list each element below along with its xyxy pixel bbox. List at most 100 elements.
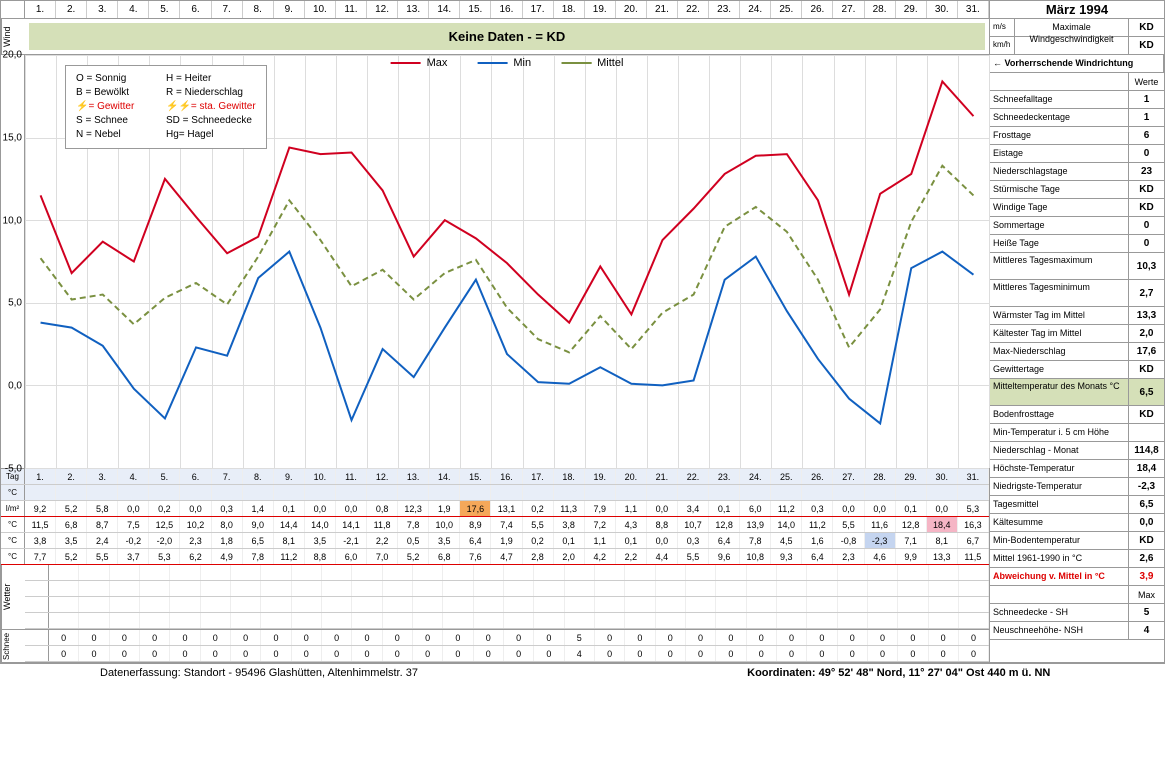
day-header-cell: 19.: [585, 1, 616, 18]
data-cell: 4,2: [585, 549, 616, 564]
data-cell: 7,5: [118, 517, 149, 532]
data-cell: 13,9: [740, 517, 771, 532]
data-cell: 6,4: [802, 549, 833, 564]
footer-right: Koordinaten: 49° 52' 48" Nord, 11° 27' 0…: [633, 664, 1165, 681]
data-cell: 1,1: [585, 533, 616, 548]
sidebar: März 1994 m/s Maximale Windgeschwindigke…: [990, 0, 1165, 663]
data-cell: 8,8: [305, 549, 336, 564]
chart-plot: Max Min Mittel O = SonnigH = HeiterB = B…: [25, 55, 989, 468]
data-cell: 10,0: [429, 517, 460, 532]
data-cell: [429, 485, 460, 500]
data-cell: 1,6: [802, 533, 833, 548]
data-cell: 9,0: [243, 517, 274, 532]
day-header-cell: 6.: [180, 1, 211, 18]
data-cell: 0,3: [802, 501, 833, 516]
data-cell: 28.: [865, 469, 896, 484]
data-cell: 11.: [336, 469, 367, 484]
stat-row: Kältester Tag im Mittel2,0: [990, 325, 1164, 343]
data-cell: [740, 485, 771, 500]
data-cell: 17,6: [460, 501, 491, 516]
data-cell: 14,0: [771, 517, 802, 532]
data-cell: 22.: [678, 469, 709, 484]
data-cell: 8,8: [647, 517, 678, 532]
data-cell: 14,4: [274, 517, 305, 532]
data-cell: -2,0: [149, 533, 180, 548]
data-cell: 3,4: [678, 501, 709, 516]
stat-row: Schneefalltage1: [990, 91, 1164, 109]
day-header-cell: 25.: [771, 1, 802, 18]
wetter-label: Wetter: [1, 565, 25, 629]
day-header-cell: 1.: [25, 1, 56, 18]
data-cell: [491, 485, 522, 500]
data-cell: [523, 485, 554, 500]
data-cell: 8,1: [927, 533, 958, 548]
stat-row: GewittertageKD: [990, 361, 1164, 379]
data-cell: 23.: [709, 469, 740, 484]
data-cell: 6,7: [958, 533, 989, 548]
data-cell: 14.: [429, 469, 460, 484]
data-cell: 10,2: [180, 517, 211, 532]
data-cell: 7,7: [25, 549, 56, 564]
data-cell: [865, 485, 896, 500]
data-cell: [771, 485, 802, 500]
data-cell: [305, 485, 336, 500]
data-cell: -2,3: [865, 533, 896, 548]
data-cell: [927, 485, 958, 500]
day-header-cell: 24.: [740, 1, 771, 18]
data-cell: 7,8: [243, 549, 274, 564]
stat-row: Max-Niederschlag17,6: [990, 343, 1164, 361]
stat-row: Höchste-Temperatur18,4: [990, 460, 1164, 478]
data-cell: 12,8: [709, 517, 740, 532]
day-header-cell: 7.: [212, 1, 243, 18]
data-cell: 0,1: [709, 501, 740, 516]
data-cell: 0,0: [305, 501, 336, 516]
data-cell: [180, 485, 211, 500]
data-cell: 2,3: [180, 533, 211, 548]
data-cell: 19.: [585, 469, 616, 484]
data-cell: 5,8: [87, 501, 118, 516]
data-cell: 5,5: [678, 549, 709, 564]
data-cell: 31.: [958, 469, 989, 484]
data-cell: 0,2: [149, 501, 180, 516]
data-cell: [647, 485, 678, 500]
data-cell: [460, 485, 491, 500]
day-header-cell: 18.: [554, 1, 585, 18]
data-cell: 12,3: [398, 501, 429, 516]
data-cell: 1,4: [243, 501, 274, 516]
werte-header: Werte: [990, 73, 1164, 91]
data-cell: 8,7: [87, 517, 118, 532]
stat-row: Windige TageKD: [990, 199, 1164, 217]
day-header-cell: 5.: [149, 1, 180, 18]
data-cell: 1,9: [429, 501, 460, 516]
data-cell: 5,5: [833, 517, 864, 532]
data-cell: 3,5: [429, 533, 460, 548]
data-cell: 2,8: [523, 549, 554, 564]
data-cell: 20.: [616, 469, 647, 484]
data-cell: 5,2: [56, 501, 87, 516]
data-cell: 15.: [460, 469, 491, 484]
day-header-cell: 4.: [118, 1, 149, 18]
data-cell: 18.: [554, 469, 585, 484]
data-cell: [336, 485, 367, 500]
data-cell: 14,1: [336, 517, 367, 532]
data-cell: 9.: [274, 469, 305, 484]
data-cell: 6,0: [740, 501, 771, 516]
wind-kmh-row: km/h KD: [990, 37, 1164, 55]
day-header-cell: 17.: [523, 1, 554, 18]
chart-area: 20,015,010,05,00,0-5,0 Max Min Mittel O …: [1, 55, 989, 469]
data-cell: [274, 485, 305, 500]
data-cell: -0,2: [118, 533, 149, 548]
stat-row: Mittel 1961-1990 in °C2,6: [990, 550, 1164, 568]
data-cell: 6,8: [56, 517, 87, 532]
data-cell: 11,5: [958, 549, 989, 564]
data-cell: 5,5: [523, 517, 554, 532]
main-area: 1.2.3.4.5.6.7.8.9.10.11.12.13.14.15.16.1…: [0, 0, 990, 663]
day-header-cell: 16.: [491, 1, 522, 18]
stat-row: Eistage0: [990, 145, 1164, 163]
wind-dir-row: ← Vorherrschende Windrichtung: [990, 55, 1164, 73]
data-cell: 13,3: [927, 549, 958, 564]
data-cell: 0,1: [274, 501, 305, 516]
data-table: Tag1.2.3.4.5.6.7.8.9.10.11.12.13.14.15.1…: [1, 469, 989, 565]
data-cell: 11,8: [367, 517, 398, 532]
data-cell: 9,3: [771, 549, 802, 564]
